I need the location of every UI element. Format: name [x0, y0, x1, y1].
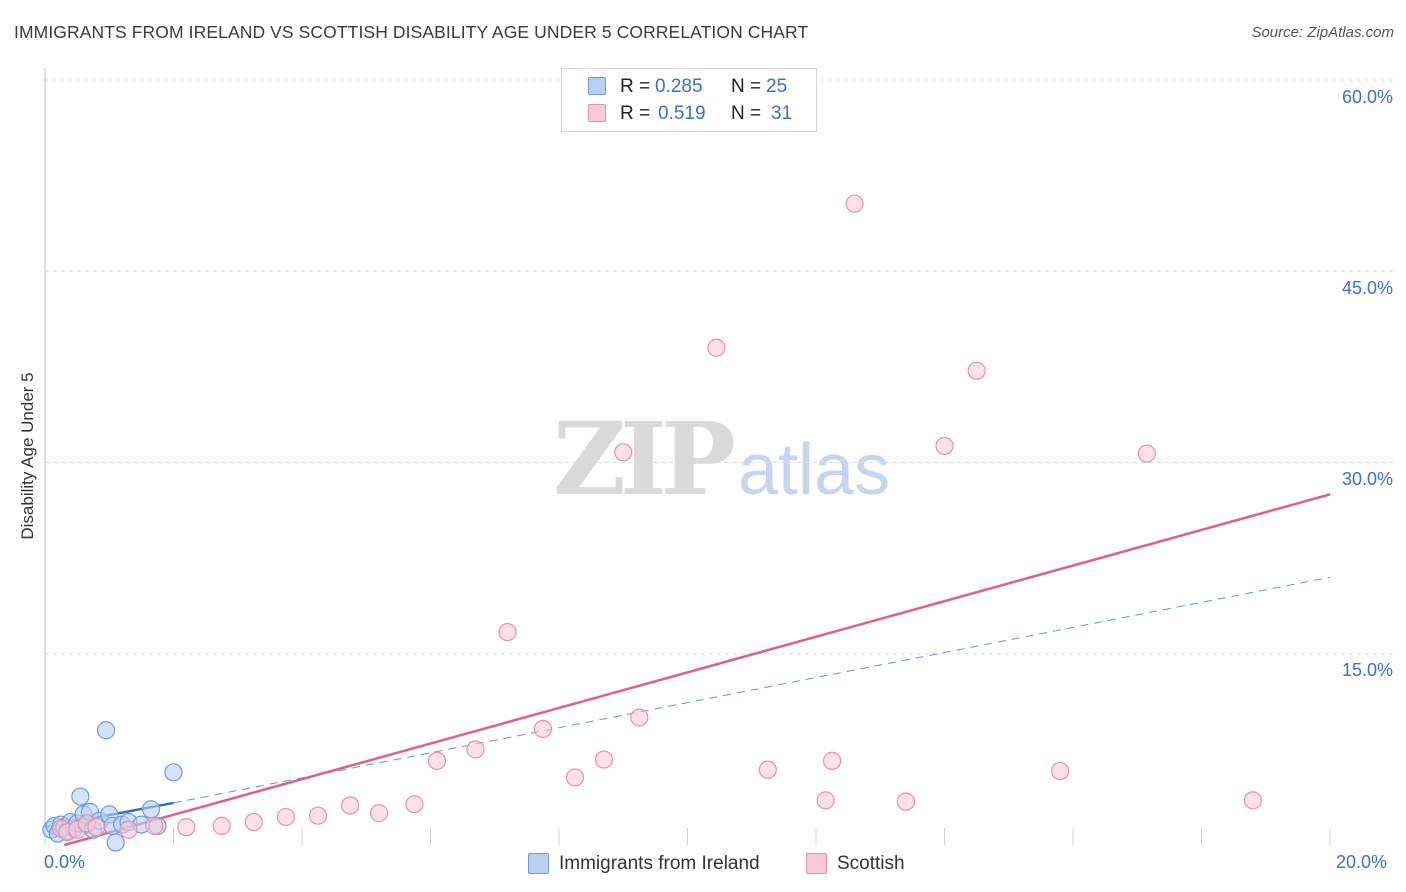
grid-lines — [45, 79, 1395, 655]
scottish-point — [896, 792, 916, 811]
scottish-point — [1243, 791, 1263, 810]
y-tick-label-60: 60.0% — [1341, 87, 1393, 107]
scottish-point — [822, 751, 842, 770]
chart-title: IMMIGRANTS FROM IRELAND VS SCOTTISH DISA… — [14, 22, 809, 42]
y-tick-label-30: 30.0% — [1341, 469, 1393, 489]
scottish-swatch — [588, 104, 606, 122]
bottom-legend-label: Immigrants from Ireland — [559, 853, 760, 874]
legend-n-label: N = — [731, 76, 762, 97]
ireland-trend-extrapolated — [173, 576, 1331, 804]
scottish-point — [341, 796, 360, 815]
scottish-point — [565, 768, 585, 787]
scottish-point — [119, 820, 138, 839]
bottom-legend-label: Scottish — [837, 853, 905, 874]
legend-n-value: 25 — [766, 76, 788, 97]
scottish-point — [498, 622, 517, 642]
scottish-point — [758, 760, 777, 779]
legend-r-value: 0.285 — [655, 76, 703, 97]
x-tick-label-min: 0.0% — [44, 852, 86, 872]
scottish-point — [533, 719, 553, 739]
scottish-point — [845, 194, 864, 213]
scottish-point — [594, 750, 614, 769]
scottish-point — [212, 816, 231, 835]
legend-r-label: R = — [620, 76, 651, 97]
y-tick-label-15: 15.0% — [1341, 660, 1393, 680]
watermark-zip: ZIP — [553, 400, 736, 518]
scottish-point — [177, 818, 196, 837]
watermark: ZIP atlas — [553, 400, 890, 518]
scottish-points — [51, 194, 1263, 842]
ireland-point — [96, 721, 116, 740]
trend-lines — [44, 493, 1331, 847]
source-label: Source: ZipAtlas.com — [1251, 24, 1394, 41]
ireland-point — [71, 787, 90, 806]
scottish-point — [614, 443, 633, 462]
legend-n-value: 31 — [771, 103, 793, 124]
scottish-point — [370, 804, 389, 823]
x-tick-label-max: 20.0% — [1336, 852, 1388, 872]
legend-r-label: R = — [620, 103, 651, 124]
scottish-point — [1051, 761, 1070, 781]
y-axis-title: Disability Age Under 5 — [18, 372, 37, 540]
ireland-point — [106, 833, 125, 852]
scottish-point — [244, 812, 263, 832]
legend-r-value: 0.519 — [658, 103, 706, 124]
scottish-point — [276, 807, 296, 827]
scottish-point — [405, 795, 424, 814]
ireland-point — [141, 800, 161, 819]
scottish-point — [145, 816, 164, 835]
ireland-swatch — [588, 77, 606, 95]
scottish-point — [967, 361, 986, 380]
scottish-legend-swatch — [806, 853, 827, 874]
scottish-point — [630, 708, 649, 727]
scottish-point — [87, 818, 106, 837]
scottish-point — [427, 751, 447, 770]
ireland-point — [164, 763, 183, 782]
scottish-point — [1137, 444, 1156, 463]
y-tick-label-45: 45.0% — [1341, 278, 1393, 298]
scottish-point — [308, 806, 328, 825]
scottish-trend-line — [63, 493, 1331, 847]
scottish-point — [707, 338, 726, 357]
scottish-point — [935, 436, 954, 456]
scottish-point — [816, 791, 835, 810]
scottish-point — [466, 740, 485, 759]
legend-n-label: N = — [731, 103, 762, 124]
correlation-legend: R = 0.285 N = 25 R = 0.519 N = 31 — [561, 68, 817, 132]
ireland-legend-swatch — [528, 853, 549, 874]
axes — [44, 68, 1331, 845]
watermark-atlas: atlas — [737, 430, 891, 510]
